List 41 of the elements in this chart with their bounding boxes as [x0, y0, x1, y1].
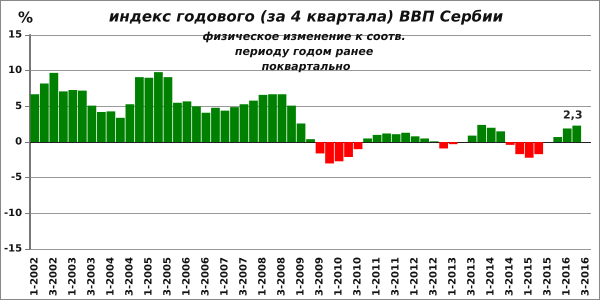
x-tick-label: 3-2005 [162, 257, 174, 296]
y-tick-label: 15 [8, 30, 22, 40]
x-tick-label: 1-2002 [29, 257, 40, 296]
x-tick-label: 3-2010 [352, 257, 364, 296]
x-tick-label: 1-2005 [143, 257, 154, 296]
x-tick-label: 3-2002 [48, 257, 60, 296]
x-tick-label: 3-2015 [542, 257, 554, 296]
x-tick-label: 3-2008 [276, 257, 288, 296]
text: физическое изменение к соотв. периоду годом ранее поквартально [202, 30, 410, 73]
x-tick-label: 3-2012 [428, 257, 440, 296]
x-tick-label: 1-2007 [219, 257, 230, 296]
y-tick-label: 10 [8, 65, 22, 76]
x-tick-label: 1-2014 [486, 257, 497, 296]
x-tick-label: 3-2007 [238, 257, 250, 296]
y-tick-label: 0 [15, 136, 22, 148]
x-tick-label: 1-2008 [257, 257, 268, 296]
x-tick-label: 3-2013 [466, 257, 478, 296]
x-tick-label: 1-2012 [410, 257, 421, 296]
x-tick-label: 1-2013 [448, 257, 459, 296]
x-tick-label: 1-2010 [334, 257, 345, 296]
y-tick-label: -10 [4, 208, 22, 219]
x-tick-label: 3-2003 [86, 257, 98, 296]
x-tick-label: 1-2016 [562, 257, 573, 296]
x-tick-label: 1-2015 [524, 257, 535, 296]
x-tick-label: 1-2003 [67, 257, 78, 296]
x-tick-label: 1-2004 [105, 257, 116, 296]
x-tick-label: 1-2011 [372, 257, 383, 296]
x-tick-label: 3-2009 [314, 257, 326, 296]
chart-title: индекс годового (за 4 квартала) ВВП Сербии [108, 8, 504, 26]
x-tick-label: 1-2006 [181, 257, 192, 296]
x-tick-label: 3-2016 [580, 257, 592, 296]
y-axis-title: % [18, 8, 34, 26]
y-tick-label: -15 [4, 244, 22, 255]
x-tick-label: 3-2014 [504, 257, 516, 296]
x-tick-label: 3-2004 [124, 257, 136, 296]
data-label: 2,3 [562, 108, 582, 122]
y-tick-label: 5 [15, 100, 22, 112]
x-tick-label: 3-2011 [390, 257, 402, 296]
x-tick-label: 3-2006 [200, 257, 212, 296]
y-tick-label: -5 [10, 172, 22, 184]
x-tick-label: 1-2009 [296, 257, 307, 296]
